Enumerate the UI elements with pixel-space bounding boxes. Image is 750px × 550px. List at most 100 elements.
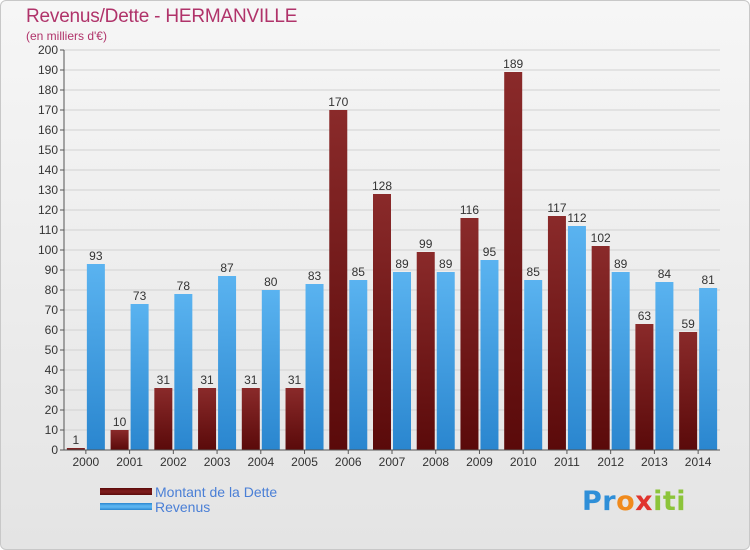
bar-dette <box>460 218 479 450</box>
bar-revenus <box>655 282 674 450</box>
legend-swatch-revenus <box>100 503 152 510</box>
bar-dette <box>329 110 348 450</box>
y-tick-label: 10 <box>45 423 59 437</box>
x-tick-label: 2009 <box>466 455 493 469</box>
data-label: 81 <box>701 273 715 287</box>
x-tick-label: 2011 <box>554 455 580 469</box>
data-label: 84 <box>658 267 672 281</box>
y-tick-label: 150 <box>38 143 58 157</box>
data-label: 85 <box>527 265 541 279</box>
bar-revenus <box>393 272 411 450</box>
bar-revenus <box>174 294 193 450</box>
y-tick-label: 190 <box>38 63 58 77</box>
y-tick-label: 50 <box>45 343 59 357</box>
bar-revenus <box>436 272 455 450</box>
data-label: 10 <box>113 415 127 429</box>
bar-dette <box>66 448 85 450</box>
data-label: 95 <box>483 245 497 259</box>
y-tick-label: 80 <box>45 283 59 297</box>
y-tick-label: 40 <box>45 363 59 377</box>
bar-revenus <box>218 276 237 450</box>
data-label: 78 <box>177 279 191 293</box>
bar-revenus <box>349 280 368 450</box>
bar-revenus <box>86 264 105 450</box>
y-tick-label: 180 <box>38 83 58 97</box>
legend-label-revenus: Revenus <box>155 499 211 515</box>
bar-revenus <box>480 260 499 450</box>
bar-dette <box>241 388 260 450</box>
data-label: 189 <box>503 57 523 71</box>
data-label: 59 <box>681 317 695 331</box>
x-tick-label: 2002 <box>160 455 187 469</box>
proxiti-logo: Proxiti <box>582 486 686 517</box>
data-label: 89 <box>395 257 409 271</box>
bar-dette <box>373 194 391 450</box>
data-label: 128 <box>372 179 392 193</box>
bar-revenus <box>524 280 543 450</box>
data-label: 83 <box>308 269 322 283</box>
y-tick-label: 70 <box>45 303 59 317</box>
logo-part-2: o <box>616 486 636 517</box>
bar-dette <box>635 324 654 450</box>
y-tick-label: 90 <box>45 263 59 277</box>
x-tick-label: 2007 <box>379 455 406 469</box>
y-tick-label: 120 <box>38 203 58 217</box>
bar-dette <box>416 252 435 450</box>
chart-subtitle: (en milliers d'€) <box>26 29 107 43</box>
y-tick-label: 20 <box>45 403 59 417</box>
data-label: 87 <box>220 261 234 275</box>
legend-swatch-debt <box>100 488 152 495</box>
bar-dette <box>591 246 610 450</box>
bar-revenus <box>699 288 718 450</box>
x-tick-label: 2004 <box>247 455 274 469</box>
data-label: 170 <box>328 95 348 109</box>
y-tick-label: 170 <box>38 103 58 117</box>
bar-revenus <box>130 304 149 450</box>
data-label: 80 <box>264 275 278 289</box>
y-tick-label: 60 <box>45 323 59 337</box>
data-label: 73 <box>133 289 147 303</box>
y-tick-label: 130 <box>38 183 58 197</box>
data-label: 31 <box>288 373 302 387</box>
data-label: 31 <box>157 373 171 387</box>
x-tick-label: 2000 <box>73 455 100 469</box>
bar-revenus <box>611 272 630 450</box>
data-label: 85 <box>352 265 366 279</box>
data-label: 112 <box>567 211 586 225</box>
data-label: 63 <box>638 309 652 323</box>
x-tick-label: 2003 <box>204 455 231 469</box>
x-tick-label: 2006 <box>335 455 362 469</box>
bar-revenus <box>261 290 280 450</box>
y-tick-label: 110 <box>39 223 58 237</box>
logo-part-4: iti <box>653 486 687 517</box>
data-label: 31 <box>244 373 258 387</box>
y-tick-label: 200 <box>38 43 58 57</box>
bar-dette <box>154 388 173 450</box>
x-tick-label: 2008 <box>422 455 449 469</box>
bar-dette <box>504 72 523 450</box>
legend-label-debt: Montant de la Dette <box>155 484 278 500</box>
bar-dette <box>198 388 217 450</box>
data-label: 93 <box>89 249 103 263</box>
data-label: 31 <box>200 373 214 387</box>
data-label: 1 <box>73 433 80 447</box>
x-tick-label: 2010 <box>510 455 537 469</box>
bar-dette <box>679 332 698 450</box>
chart-title: Revenus/Dette - HERMANVILLE <box>26 6 298 27</box>
data-label: 102 <box>591 231 611 245</box>
bar-dette <box>110 430 129 450</box>
y-tick-label: 160 <box>38 123 58 137</box>
data-label: 89 <box>614 257 628 271</box>
x-tick-label: 2001 <box>116 455 143 469</box>
data-label: 117 <box>547 201 566 215</box>
y-tick-label: 0 <box>51 443 58 457</box>
x-tick-label: 2014 <box>685 455 712 469</box>
x-tick-label: 2005 <box>291 455 318 469</box>
logo-part-1: Pr <box>582 486 617 517</box>
x-tick-label: 2012 <box>597 455 624 469</box>
data-label: 99 <box>419 237 433 251</box>
data-label: 116 <box>460 203 479 217</box>
y-tick-label: 30 <box>45 383 59 397</box>
y-tick-label: 140 <box>38 163 58 177</box>
